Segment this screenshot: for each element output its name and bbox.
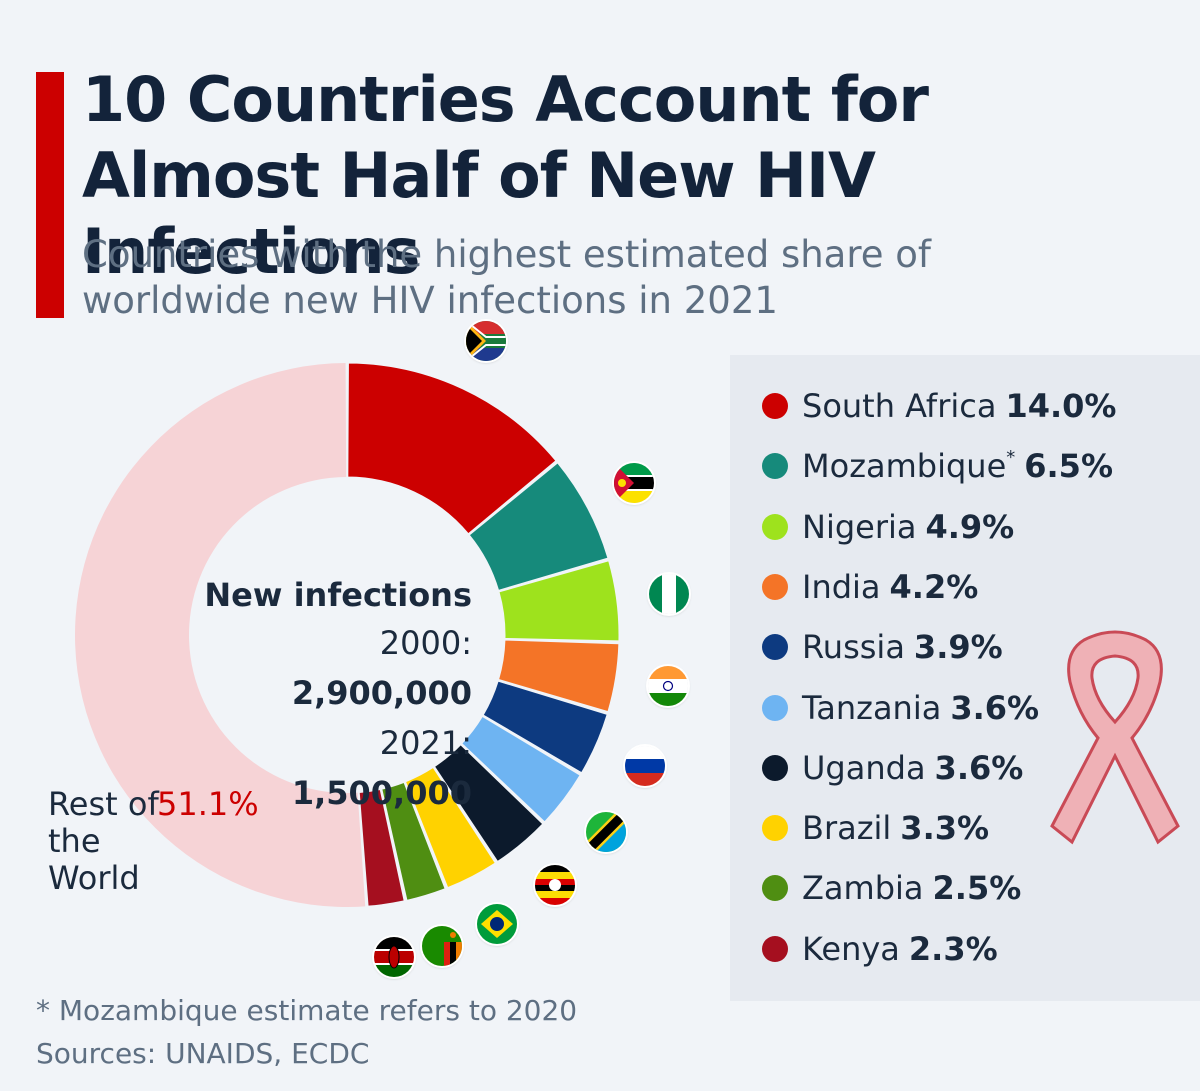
legend-swatch <box>762 935 788 962</box>
slice-india <box>497 639 620 713</box>
south-africa-flag <box>465 320 506 361</box>
sources: Sources: UNAIDS, ECDC <box>36 1037 370 1070</box>
mozambique-flag <box>614 463 655 504</box>
slice-brazil <box>404 766 496 889</box>
legend-item: Nigeria 4.9% <box>762 507 1014 547</box>
russia-flag <box>624 745 665 786</box>
zambia-flag <box>421 925 462 966</box>
slice-south-africa <box>347 362 557 535</box>
slice-kenya <box>358 788 405 907</box>
legend-swatch <box>762 694 788 721</box>
center-row-2021: 2021: 1,500,000 <box>190 718 472 818</box>
legend-label: India <box>802 567 881 606</box>
slice-nigeria <box>498 560 620 642</box>
legend-value: 14.0% <box>1005 387 1117 425</box>
legend-value: 3.6% <box>950 688 1040 727</box>
legend-value: 2.5% <box>932 869 1022 908</box>
center-value: 2,900,000 <box>291 674 472 712</box>
chart-title: 10 Countries Account for Almost Half of … <box>82 63 929 288</box>
legend-label: Brazil <box>802 809 892 848</box>
legend-label: Russia <box>802 628 905 667</box>
uganda-flag <box>535 864 576 905</box>
legend-swatch <box>762 513 788 540</box>
india-flag <box>647 666 688 707</box>
legend-item: Mozambique* 6.5% <box>762 446 1113 486</box>
legend-swatch <box>762 815 788 842</box>
legend-item: South Africa 14.0% <box>762 386 1116 426</box>
slice-rest-of-the-world <box>74 363 366 907</box>
legend-swatch <box>762 453 788 480</box>
legend-swatch <box>762 754 788 781</box>
legend-value: 4.9% <box>925 507 1015 546</box>
center-value: 1,500,000 <box>291 774 472 812</box>
nigeria-flag <box>649 573 690 614</box>
legend-value: 2.3% <box>908 929 998 968</box>
legend-value: 3.9% <box>913 628 1003 667</box>
slice-zambia <box>381 781 446 901</box>
legend-swatch <box>762 634 788 661</box>
legend-label: Mozambique* <box>802 447 1016 486</box>
legend: South Africa 14.0% Mozambique* 6.5% Nigeria 4… <box>730 355 1200 1001</box>
center-summary: New infections 2000: 2,900,000 2021: 1,5… <box>190 572 472 818</box>
legend-item: Kenya 2.3% <box>762 929 998 969</box>
center-row-2000: 2000: 2,900,000 <box>190 618 472 718</box>
center-label: New infections <box>204 576 472 614</box>
legend-note: * <box>1006 447 1016 469</box>
legend-value: 6.5% <box>1024 447 1113 486</box>
slice-tanzania <box>461 715 581 823</box>
legend-label: South Africa <box>802 387 997 425</box>
legend-value: 3.3% <box>900 809 990 848</box>
chart-subtitle: Countries with the highest estimated sha… <box>82 233 931 322</box>
legend-label: Zambia <box>802 869 924 908</box>
legend-item: Uganda 3.6% <box>762 748 1023 788</box>
rest-of-world-label: Rest of the World <box>48 785 159 897</box>
tanzania-flag <box>585 811 626 852</box>
donut-chart <box>74 362 620 907</box>
awareness-ribbon-icon <box>1050 630 1180 845</box>
legend-value: 4.2% <box>889 567 979 606</box>
legend-swatch <box>762 875 788 902</box>
legend-item: Tanzania 3.6% <box>762 688 1039 728</box>
title-accent-bar <box>36 72 64 318</box>
footnote: * Mozambique estimate refers to 2020 <box>36 994 578 1027</box>
slice-mozambique <box>468 462 609 591</box>
slice-uganda <box>433 744 544 863</box>
slice-russia <box>482 680 608 774</box>
legend-label: Kenya <box>802 929 900 968</box>
legend-swatch <box>762 393 788 419</box>
brazil-flag <box>476 903 517 944</box>
kenya-flag <box>373 936 414 977</box>
legend-label: Nigeria <box>802 507 917 546</box>
center-year: 2000: <box>379 624 472 662</box>
legend-item: Brazil 3.3% <box>762 808 989 848</box>
legend-label: Tanzania <box>802 688 942 727</box>
legend-item: Russia 3.9% <box>762 627 1003 667</box>
center-year: 2021: <box>379 724 472 762</box>
legend-value: 3.6% <box>934 748 1024 787</box>
legend-item: India 4.2% <box>762 567 978 607</box>
legend-label: Uganda <box>802 748 926 787</box>
legend-swatch <box>762 573 788 600</box>
rest-of-world-value: 51.1% <box>157 785 259 823</box>
legend-item: Zambia 2.5% <box>762 868 1021 908</box>
